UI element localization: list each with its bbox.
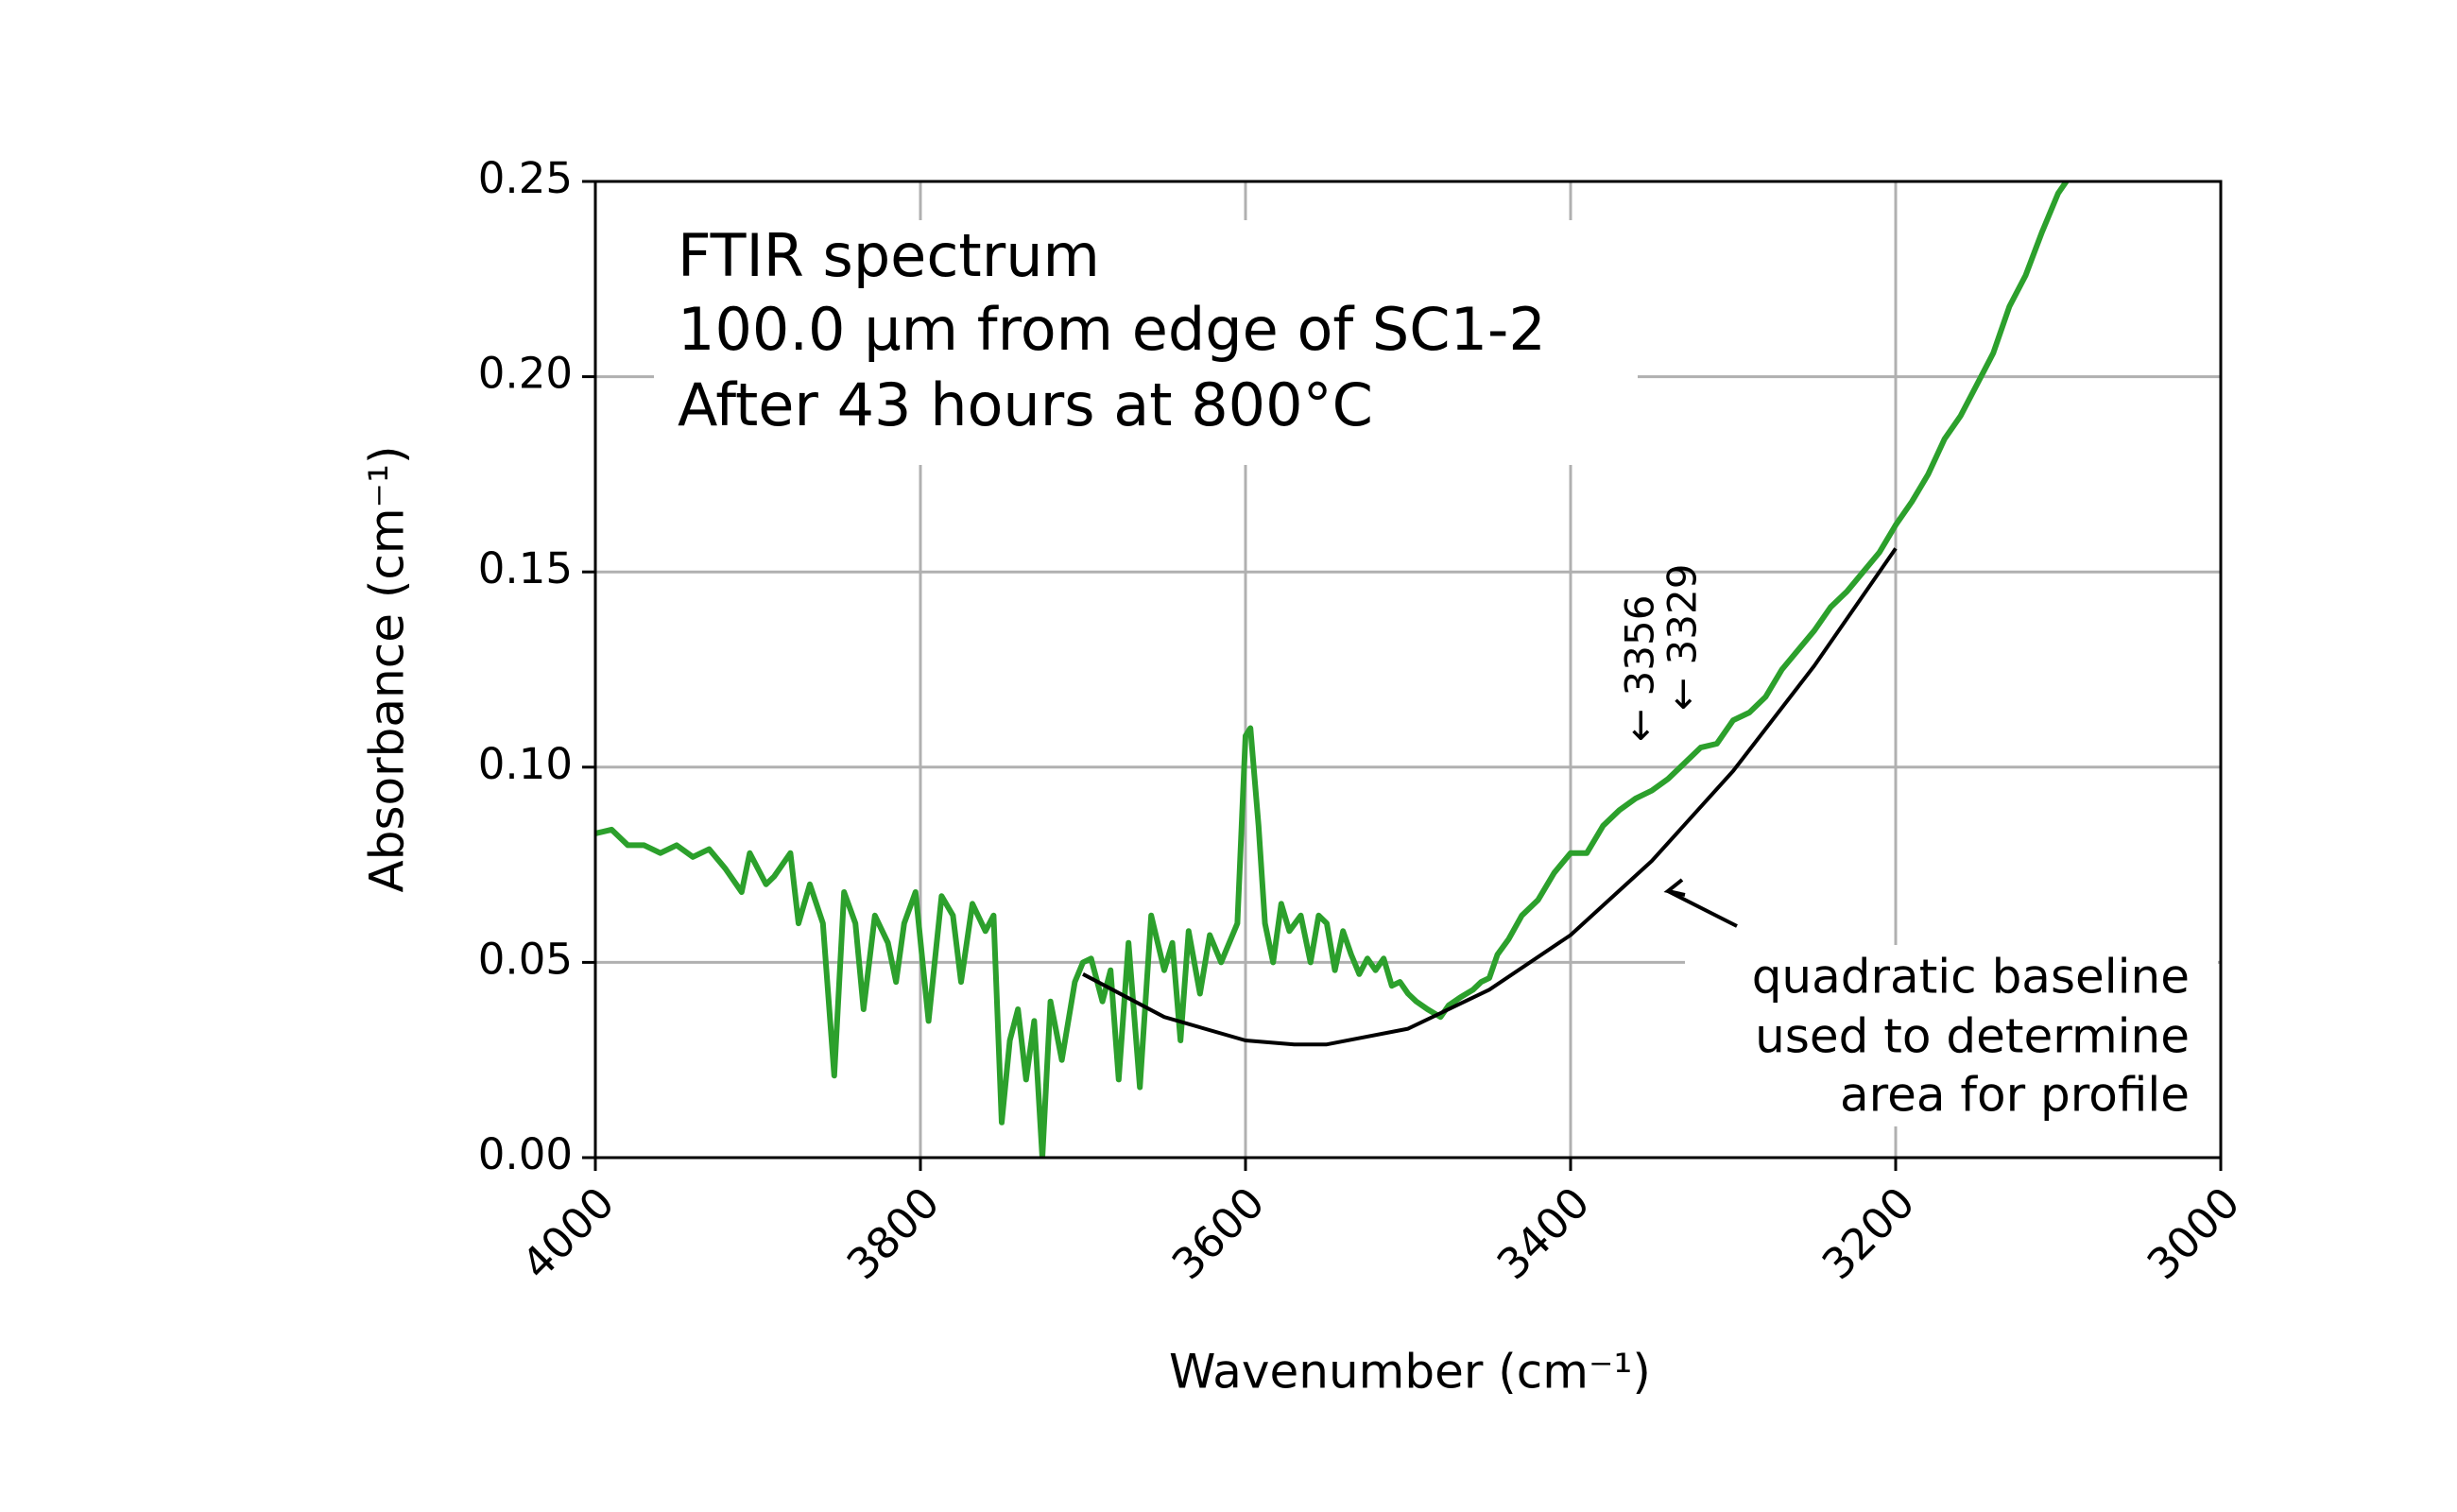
annotation-arrow — [1667, 889, 1738, 928]
y-axis-label: Absorbance (cm⁻¹) — [360, 446, 415, 893]
y-tick-label: 0.10 — [478, 739, 573, 789]
y-tick-label: 0.05 — [478, 934, 573, 984]
y-tick-label: 0.00 — [478, 1129, 573, 1179]
annotation-arrowhead — [1663, 878, 1686, 897]
y-tick-label: 0.20 — [478, 349, 573, 399]
y-tick-label: 0.25 — [478, 153, 573, 203]
x-axis-label: Wavenumber (cm⁻¹) — [1169, 1345, 1651, 1400]
annotation-text: 100.0 μm from edge of SC1-2 — [678, 295, 1546, 364]
annotation-boxes — [654, 220, 2218, 1126]
y-tick-label: 0.15 — [478, 543, 573, 593]
axes-frame — [593, 180, 2223, 1160]
annotation-text: quadratic baseline — [1752, 950, 2190, 1005]
peak-label: ← 3329 — [1659, 564, 1706, 711]
peak-label: ← 3356 — [1617, 595, 1663, 742]
annotation-text: FTIR spectrum — [678, 221, 1100, 290]
spectrum-line — [595, 181, 2070, 1158]
plot-data — [595, 181, 2070, 1158]
annotation-box — [654, 220, 1638, 465]
baseline-line — [1082, 547, 1898, 1047]
annotation-text: used to determine — [1755, 1009, 2190, 1064]
annotation-text: area for profile — [1840, 1068, 2190, 1123]
annotation-box — [1685, 945, 2218, 1126]
annotation-text: After 43 hours at 800°C — [678, 370, 1373, 439]
